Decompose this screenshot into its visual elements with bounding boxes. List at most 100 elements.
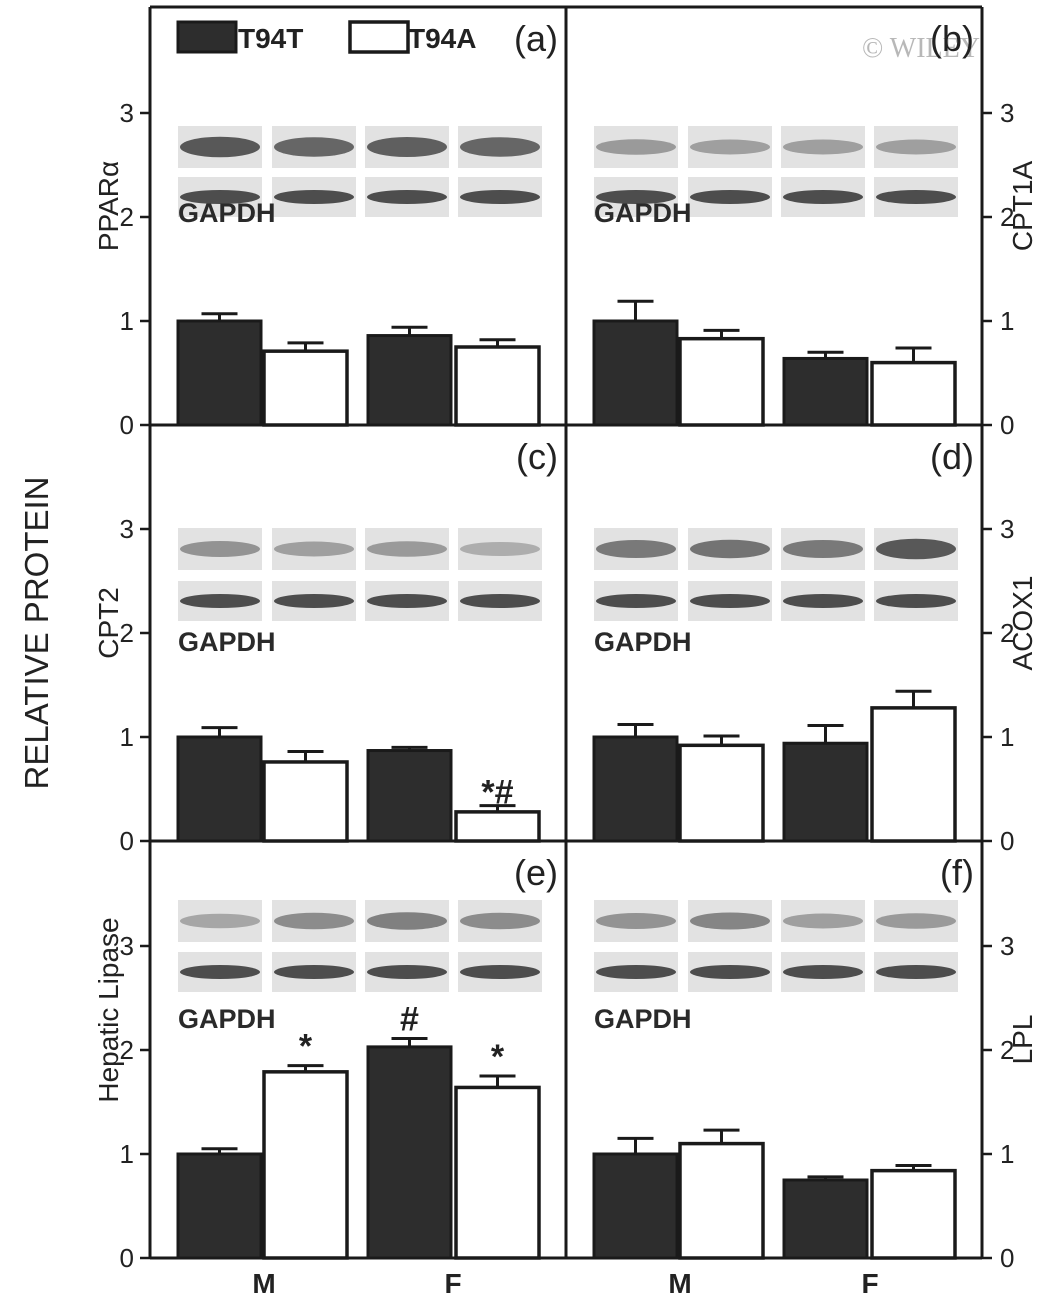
protein-label: ACOX1: [1007, 576, 1038, 671]
y-tick-label: 2: [1000, 618, 1014, 648]
bar-t94a-m: [262, 1070, 349, 1260]
protein-label: Hepatic Lipase: [93, 917, 124, 1102]
watermark: © WILEY: [862, 33, 980, 64]
blot-band: [596, 540, 676, 558]
gapdh-label: GAPDH: [178, 627, 276, 657]
x-label-left-f: F: [444, 1268, 461, 1299]
bar-t94t-m: [592, 735, 679, 843]
blot-lane: [458, 900, 542, 942]
gapdh-label: GAPDH: [594, 198, 692, 228]
y-tick-label: 1: [120, 306, 134, 336]
bar-t94a-m: [678, 743, 765, 843]
gapdh-band: [460, 190, 540, 204]
gapdh-band: [690, 965, 770, 979]
x-label-right-m: M: [668, 1268, 691, 1299]
gapdh-band: [460, 594, 540, 608]
gapdh-band: [690, 594, 770, 608]
y-tick-label: 2: [120, 1035, 134, 1065]
bar-t94a-f: [454, 810, 541, 843]
significance-marker: *#: [481, 774, 513, 812]
panel-letter: (f): [940, 852, 974, 893]
gapdh-band: [596, 965, 676, 979]
blot-band: [596, 913, 676, 929]
y-tick-label: 3: [1000, 514, 1014, 544]
blot-band: [460, 542, 540, 556]
blot-band: [180, 136, 260, 158]
bar-t94t-f: [366, 749, 453, 843]
blot-lane: [688, 126, 772, 168]
significance-marker: *: [299, 1028, 313, 1066]
x-label-right-f: F: [861, 1268, 878, 1299]
gapdh-label: GAPDH: [594, 627, 692, 657]
y-tick-label: 0: [1000, 1243, 1014, 1273]
main-y-axis-label: RELATIVE PROTEIN: [18, 477, 55, 790]
blot-lane: [458, 528, 542, 570]
blot-lane: [272, 900, 356, 942]
blot-lane: [874, 900, 958, 942]
blot-band: [876, 139, 956, 155]
blot-lane: [781, 900, 865, 942]
gapdh-band: [690, 190, 770, 204]
bar-t94a-m: [262, 349, 349, 427]
y-tick-label: 3: [120, 514, 134, 544]
blot-lane: [178, 900, 262, 942]
bar-t94a-m: [678, 1141, 765, 1260]
y-tick-label: 2: [1000, 202, 1014, 232]
bar-t94t-f: [782, 1178, 869, 1260]
legend-label-t94t: T94T: [238, 23, 303, 54]
y-tick-label: 3: [1000, 98, 1014, 128]
y-tick-label: 3: [120, 931, 134, 961]
gapdh-band: [274, 594, 354, 608]
blot-band: [274, 137, 354, 157]
legend-label-t94a: T94A: [408, 23, 476, 54]
gapdh-label: GAPDH: [594, 1004, 692, 1034]
gapdh-band: [783, 190, 863, 204]
gapdh-band: [596, 190, 676, 204]
blot-lane: [874, 126, 958, 168]
gapdh-band: [367, 594, 447, 608]
legend-swatch-t94a: [348, 20, 410, 54]
blot-band: [180, 913, 260, 929]
legend-swatch-t94t: [176, 20, 238, 54]
gapdh-band: [274, 190, 354, 204]
panel-d: (d) 0 1 2 3 ACOX1 GAPDH: [592, 436, 1038, 856]
gapdh-band: [367, 965, 447, 979]
blot-band: [783, 540, 863, 558]
gapdh-band: [367, 190, 447, 204]
blot-band: [367, 912, 447, 930]
gapdh-label: GAPDH: [178, 1004, 276, 1034]
bar-t94t-f: [366, 1045, 453, 1260]
bar-t94a-f: [870, 360, 957, 427]
bar-t94t-m: [176, 735, 263, 843]
gapdh-band: [596, 594, 676, 608]
protein-label: CPT2: [93, 587, 124, 659]
panels: (a) 0 1 2 3 PPARα GAPDH (b) 0 1 2 3 CPT1A GAPDH (c) 0 1 2…: [93, 18, 1038, 1273]
bar-t94a-f: [870, 706, 957, 843]
gapdh-band: [180, 965, 260, 979]
bar-t94t-f: [366, 334, 453, 427]
blot-band: [690, 539, 770, 559]
y-tick-label: 1: [1000, 1139, 1014, 1169]
blot-band: [596, 139, 676, 155]
y-tick-label: 2: [1000, 1035, 1014, 1065]
y-tick-label: 0: [1000, 410, 1014, 440]
blot-band: [274, 912, 354, 930]
blot-band: [783, 139, 863, 155]
y-tick-label: 1: [1000, 306, 1014, 336]
panel-letter: (c): [516, 436, 558, 477]
blot-band: [783, 913, 863, 929]
bar-t94a-f: [454, 345, 541, 427]
x-axis-group-labels: M F M F: [252, 1268, 878, 1299]
bar-t94a-m: [678, 336, 765, 427]
x-label-left-m: M: [252, 1268, 275, 1299]
blot-band: [367, 137, 447, 157]
panel-f: (f) 0 1 2 3 LPL GAPDH: [592, 852, 1038, 1273]
blot-band: [876, 913, 956, 929]
blot-band: [690, 139, 770, 155]
y-tick-label: 2: [120, 618, 134, 648]
bar-t94t-m: [176, 319, 263, 427]
y-tick-label: 1: [1000, 722, 1014, 752]
y-tick-label: 1: [120, 722, 134, 752]
